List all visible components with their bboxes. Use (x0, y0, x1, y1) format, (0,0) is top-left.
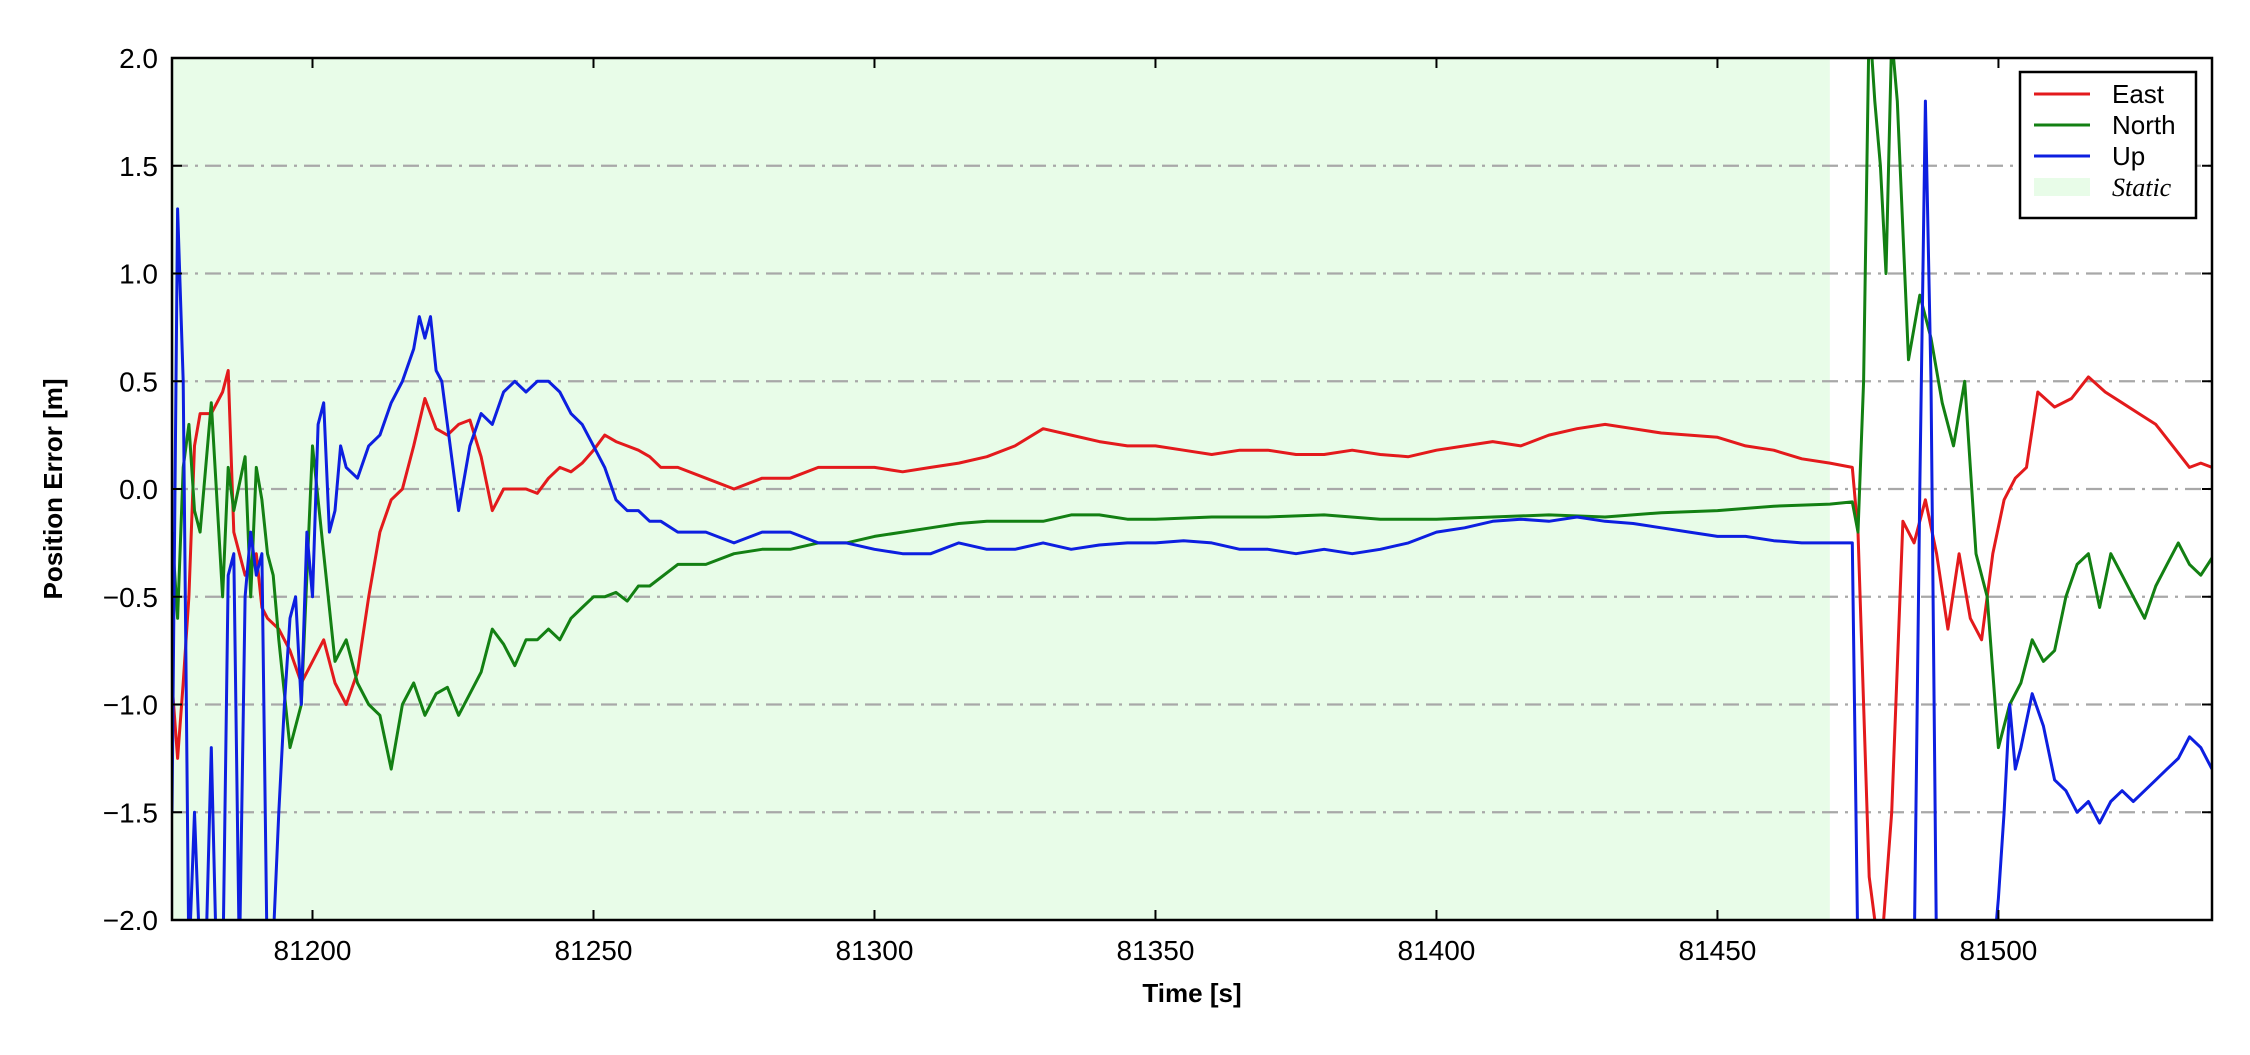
y-tick-label: −2.0 (103, 905, 158, 936)
legend-swatch-static (2034, 178, 2090, 196)
x-tick-label: 81500 (1960, 935, 2038, 966)
x-tick-label: 81350 (1117, 935, 1195, 966)
x-tick-label: 81400 (1398, 935, 1476, 966)
legend-label-north: North (2112, 110, 2176, 140)
x-tick-label: 81450 (1679, 935, 1757, 966)
x-tick-label: 81250 (555, 935, 633, 966)
x-tick-label: 81300 (836, 935, 914, 966)
y-tick-label: 1.5 (119, 151, 158, 182)
tick-labels: 81200 81250 81300 81350 81400 81450 81500 −2.0 −… (103, 43, 2038, 966)
tick-marks (172, 57, 2212, 921)
x-axis-label: Time [s] (1142, 978, 1241, 1008)
y-tick-label: 2.0 (119, 43, 158, 74)
series-layer (172, 58, 2212, 920)
y-axis-label: Position Error [m] (38, 378, 68, 599)
series-line-up (172, 99, 2212, 920)
y-tick-label: −1.5 (103, 797, 158, 828)
y-tick-label: 0.0 (119, 474, 158, 505)
y-tick-label: −0.5 (103, 582, 158, 613)
legend-label-up: Up (2112, 141, 2145, 171)
legend-label-static: Static (2112, 173, 2172, 202)
legend-label-east: East (2112, 79, 2165, 109)
y-tick-label: −1.0 (103, 690, 158, 721)
y-tick-label: 0.5 (119, 366, 158, 397)
series-line-east (172, 369, 2212, 920)
y-tick-label: 1.0 (119, 259, 158, 290)
x-tick-label: 81200 (274, 935, 352, 966)
